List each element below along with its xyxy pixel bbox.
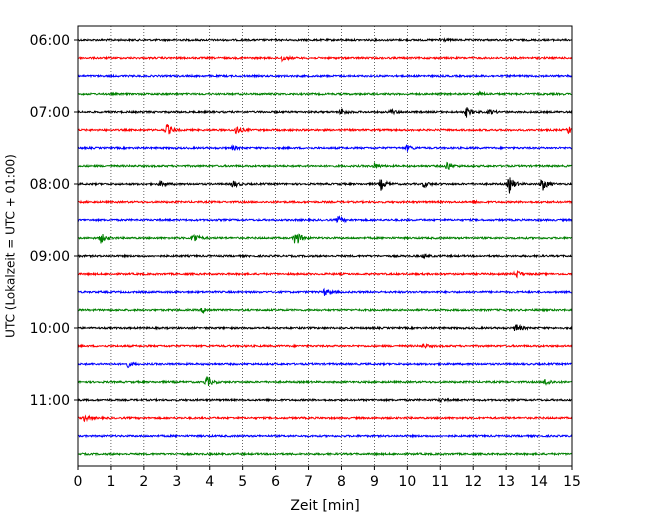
x-tick-label: 5 [238, 474, 247, 490]
trace-green-0745 [77, 161, 573, 170]
trace-red-0615 [77, 54, 573, 63]
trace-red-1115 [77, 414, 573, 423]
grid-lines [110, 26, 540, 466]
trace-blue-0630 [77, 73, 573, 79]
y-axis-ticks: 06:00 07:00 08:00 09:00 10:00 11:00 [30, 33, 78, 409]
trace-black-0700 [77, 107, 573, 118]
plot-frame [77, 25, 573, 467]
trace-black-0800 [77, 177, 573, 194]
y-tick-label: 08:00 [30, 177, 70, 193]
trace-blue-1130 [77, 433, 573, 439]
x-tick-label: 13 [497, 474, 515, 490]
y-tick-label: 07:00 [30, 105, 70, 121]
trace-green-1145 [77, 451, 573, 457]
x-tick-label: 11 [431, 474, 449, 490]
x-tick-label: 8 [337, 474, 346, 490]
y-axis-label: UTC (Lokalzeit = UTC + 01:00) [4, 154, 18, 338]
y-tick-label: 10:00 [30, 321, 70, 337]
x-tick-label: 1 [106, 474, 115, 490]
trace-red-1015 [77, 342, 573, 349]
x-axis-label: Zeit [min] [290, 498, 359, 514]
trace-blue-0730 [77, 144, 573, 152]
x-tick-label: 7 [304, 474, 313, 490]
trace-blue-1030 [77, 361, 573, 369]
x-tick-label: 2 [139, 474, 148, 490]
x-axis-ticks: 0 1 2 3 4 5 6 7 8 9 10 11 12 13 14 15 [74, 466, 581, 490]
y-tick-label: 09:00 [30, 249, 70, 265]
x-tick-label: 0 [74, 474, 83, 490]
trace-green-0645 [77, 90, 573, 97]
trace-red-0815 [77, 199, 573, 205]
trace-green-1045 [77, 376, 573, 386]
y-tick-label: 11:00 [30, 393, 70, 409]
x-tick-label: 15 [563, 474, 581, 490]
x-tick-label: 14 [530, 474, 548, 490]
trace-green-0845 [77, 233, 573, 244]
trace-black-1000 [77, 324, 573, 332]
x-tick-label: 4 [205, 474, 214, 490]
trace-blue-0930 [77, 287, 573, 296]
x-tick-label: 12 [464, 474, 482, 490]
trace-red-0715 [77, 124, 573, 135]
x-tick-label: 10 [398, 474, 416, 490]
trace-black-0600 [77, 37, 573, 43]
x-tick-label: 6 [271, 474, 280, 490]
trace-black-1100 [77, 397, 573, 404]
y-tick-label: 06:00 [30, 33, 70, 49]
trace-blue-0830 [77, 215, 573, 224]
trace-black-0900 [77, 253, 573, 260]
x-tick-label: 3 [172, 474, 181, 490]
trace-group [77, 37, 573, 457]
trace-red-0915 [77, 269, 573, 279]
trace-green-0945 [77, 307, 573, 314]
x-tick-label: 9 [370, 474, 379, 490]
